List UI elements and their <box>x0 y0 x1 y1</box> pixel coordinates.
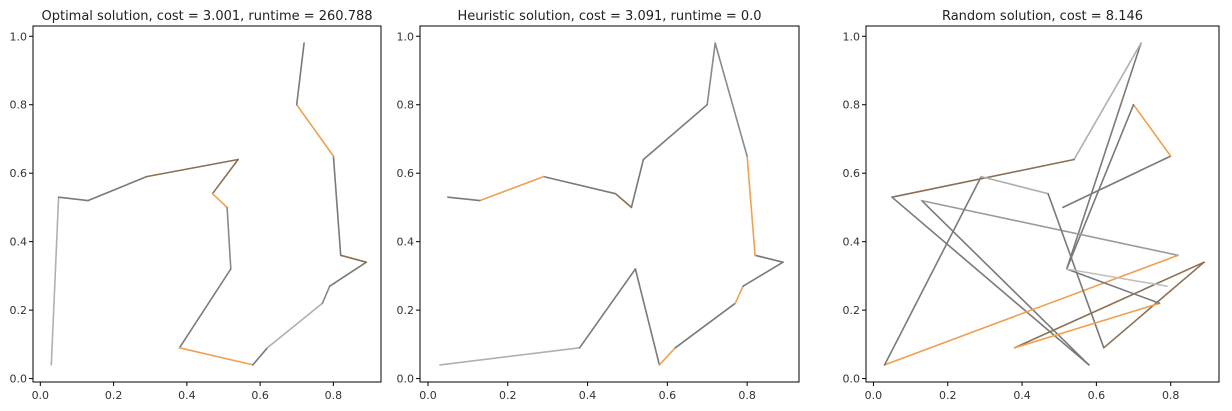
route-segment <box>614 192 633 209</box>
route-segment <box>754 254 784 264</box>
route-segment <box>1062 155 1172 209</box>
axes-frame-random <box>865 25 1220 383</box>
route-segment <box>658 346 677 366</box>
route-segment <box>742 261 784 288</box>
x-tick-label: 0.2 <box>939 389 957 402</box>
route-segment <box>920 199 1090 366</box>
x-tick-label: 0.4 <box>579 389 597 402</box>
route-segment <box>980 175 1049 195</box>
random-solution-panel: Random solution, cost = 8.146 0.0 0.2 0.4 0… <box>843 9 1220 402</box>
y-tick-label: 0.8 <box>843 99 861 112</box>
x-tick-label: 0.4 <box>178 389 196 402</box>
x-tick-label: 0.8 <box>738 389 756 402</box>
route-segment <box>50 196 60 366</box>
route-segment <box>1065 268 1168 288</box>
route-segment <box>1065 42 1142 270</box>
route-segment <box>578 268 637 349</box>
x-tick-label: 0.0 <box>419 389 437 402</box>
axes-frame-heuristic <box>419 25 800 383</box>
y-tick-label: 0.4 <box>10 236 28 249</box>
route-segment <box>145 158 239 178</box>
x-tick-label: 0.2 <box>499 389 517 402</box>
x-tick-label: 0.0 <box>865 389 883 402</box>
x-tick-label: 0.6 <box>659 389 677 402</box>
y-tick-label: 1.0 <box>843 30 861 43</box>
y-tick-label: 1.0 <box>10 30 28 43</box>
y-tick-label: 0.0 <box>843 373 861 386</box>
route-segment <box>634 268 661 366</box>
route-segment <box>339 254 368 264</box>
route-segment <box>295 42 305 106</box>
y-tick-label: 0.2 <box>397 304 415 317</box>
y-tick-label: 0.8 <box>10 99 28 112</box>
y-tick-label: 0.0 <box>397 373 415 386</box>
route-segment <box>1065 103 1135 270</box>
panel-title-random: Random solution, cost = 8.146 <box>942 9 1143 24</box>
route-segment <box>447 196 481 202</box>
x-tick-label: 0.0 <box>32 389 50 402</box>
x-tick-label: 0.6 <box>1088 389 1106 402</box>
route-segment <box>542 175 617 195</box>
route-segment <box>1065 268 1161 305</box>
route-segment <box>706 42 717 106</box>
route-segment <box>226 206 232 270</box>
route-segment <box>674 302 737 349</box>
route-segment <box>87 175 148 202</box>
axes-frame-optimal <box>32 25 382 383</box>
x-tick-label: 0.2 <box>105 389 123 402</box>
route-segment <box>883 254 1179 366</box>
route-segment <box>746 155 756 257</box>
route-segment <box>178 346 254 366</box>
panel-title-heuristic: Heuristic solution, cost = 3.091, runtim… <box>457 9 761 24</box>
route-segment <box>1013 302 1161 349</box>
route-segment <box>252 346 269 366</box>
route-segment <box>328 261 368 288</box>
y-tick-label: 0.6 <box>843 167 861 180</box>
y-tick-label: 0.2 <box>10 304 28 317</box>
y-tick-label: 0.4 <box>843 236 861 249</box>
route-segment <box>478 175 545 202</box>
route-segment <box>714 42 748 157</box>
route-segment <box>734 285 744 305</box>
route-segment <box>439 346 581 366</box>
x-tick-label: 0.4 <box>1013 389 1031 402</box>
x-tick-label: 0.6 <box>251 389 269 402</box>
route-segment <box>642 103 709 161</box>
y-tick-label: 0.6 <box>10 167 28 180</box>
y-tick-label: 0.0 <box>10 373 28 386</box>
y-tick-label: 0.6 <box>397 167 415 180</box>
y-tick-label: 0.8 <box>397 99 415 112</box>
route-segment <box>891 158 1075 198</box>
route-segment <box>883 175 983 366</box>
y-tick-label: 0.2 <box>843 304 861 317</box>
x-tick-label: 0.8 <box>325 389 343 402</box>
route-segment <box>211 192 228 209</box>
route-segment <box>178 268 232 349</box>
y-tick-label: 0.4 <box>397 236 415 249</box>
route-segment <box>1132 103 1172 157</box>
route-segment <box>891 196 1090 366</box>
heuristic-solution-panel: Heuristic solution, cost = 3.091, runtim… <box>397 9 800 402</box>
route-segment <box>295 103 335 157</box>
route-segment <box>266 302 324 349</box>
route-segment <box>1013 261 1205 349</box>
route-segment <box>57 196 89 202</box>
route-segment <box>630 158 645 209</box>
y-tick-label: 1.0 <box>397 30 415 43</box>
route-segment <box>211 158 239 195</box>
route-segment <box>332 155 342 257</box>
optimal-solution-panel: Optimal solution, cost = 3.001, runtime … <box>10 9 382 402</box>
route-segment <box>1073 42 1142 161</box>
x-tick-label: 0.8 <box>1162 389 1180 402</box>
panel-title-optimal: Optimal solution, cost = 3.001, runtime … <box>41 9 372 24</box>
route-segment <box>321 285 331 305</box>
